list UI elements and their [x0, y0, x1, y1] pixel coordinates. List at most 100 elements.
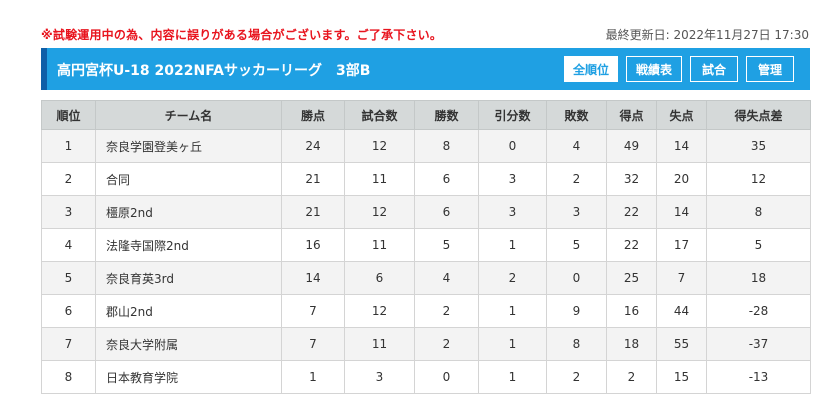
column-header-goal-difference: 得失点差	[706, 100, 811, 130]
column-header-draws: 引分数	[478, 100, 547, 130]
rank-cell: 1	[41, 129, 96, 163]
goal-difference-cell: 35	[706, 129, 811, 163]
column-header-losses: 敗数	[546, 100, 607, 130]
points-cell: 7	[281, 294, 345, 328]
losses-cell: 8	[546, 327, 607, 361]
standings-table: 順位 チーム名 勝点 試合数 勝数 引分数 敗数 得点 失点 得失点差 1 奈良学…	[41, 100, 811, 394]
league-title: 高円宮杯U-18 2022NFAサッカーリーグ 3部B	[57, 63, 371, 79]
goals-against-cell: 15	[656, 360, 707, 394]
team-name-cell: 橿原2nd	[95, 195, 282, 229]
goals-for-cell: 2	[606, 360, 657, 394]
goal-difference-cell: -37	[706, 327, 811, 361]
trial-notice: ※試験運用中の為、内容に誤りがある場合がございます。ご了承下さい。	[41, 28, 443, 42]
table-row: 1 奈良学園登美ヶ丘 24 12 8 0 4 49 14 35	[41, 129, 811, 163]
league-header: 高円宮杯U-18 2022NFAサッカーリーグ 3部B 全順位 戦績表 試合 管…	[41, 48, 810, 90]
goals-for-cell: 22	[606, 228, 657, 262]
points-cell: 1	[281, 360, 345, 394]
wins-cell: 5	[414, 228, 479, 262]
rank-cell: 8	[41, 360, 96, 394]
goals-for-cell: 22	[606, 195, 657, 229]
table-row: 4 法隆寺国際2nd 16 11 5 1 5 22 17 5	[41, 228, 811, 262]
points-cell: 16	[281, 228, 345, 262]
goals-for-cell: 18	[606, 327, 657, 361]
rank-cell: 6	[41, 294, 96, 328]
draws-cell: 2	[478, 261, 547, 295]
table-row: 5 奈良育英3rd 14 6 4 2 0 25 7 18	[41, 261, 811, 295]
losses-cell: 5	[546, 228, 607, 262]
wins-cell: 4	[414, 261, 479, 295]
table-row: 7 奈良大学附属 7 11 2 1 8 18 55 -37	[41, 327, 811, 361]
played-cell: 3	[344, 360, 415, 394]
nav-matches-button[interactable]: 試合	[690, 56, 738, 82]
column-header-goals-for: 得点	[606, 100, 657, 130]
team-name-cell: 奈良学園登美ヶ丘	[95, 129, 282, 163]
wins-cell: 8	[414, 129, 479, 163]
played-cell: 12	[344, 195, 415, 229]
team-name-cell: 奈良育英3rd	[95, 261, 282, 295]
played-cell: 11	[344, 327, 415, 361]
goals-for-cell: 16	[606, 294, 657, 328]
goal-difference-cell: 12	[706, 162, 811, 196]
team-name-cell: 合同	[95, 162, 282, 196]
goal-difference-cell: 5	[706, 228, 811, 262]
nav-admin-button[interactable]: 管理	[746, 56, 794, 82]
goals-against-cell: 14	[656, 195, 707, 229]
goals-for-cell: 49	[606, 129, 657, 163]
column-header-goals-against: 失点	[656, 100, 707, 130]
draws-cell: 1	[478, 360, 547, 394]
points-cell: 14	[281, 261, 345, 295]
losses-cell: 3	[546, 195, 607, 229]
goal-difference-cell: -28	[706, 294, 811, 328]
losses-cell: 4	[546, 129, 607, 163]
wins-cell: 6	[414, 195, 479, 229]
goals-against-cell: 17	[656, 228, 707, 262]
played-cell: 11	[344, 228, 415, 262]
goals-against-cell: 20	[656, 162, 707, 196]
table-row: 2 合同 21 11 6 3 2 32 20 12	[41, 162, 811, 196]
table-row: 8 日本教育学院 1 3 0 1 2 2 15 -13	[41, 360, 811, 394]
standings-body: 1 奈良学園登美ヶ丘 24 12 8 0 4 49 14 35 2 合同 21 11 6 3 2 32 20 12 3 橿…	[41, 129, 811, 394]
nav-results-table-button[interactable]: 戦績表	[626, 56, 682, 82]
draws-cell: 3	[478, 162, 547, 196]
team-name-cell: 郡山2nd	[95, 294, 282, 328]
column-header-team: チーム名	[95, 100, 282, 130]
goals-against-cell: 7	[656, 261, 707, 295]
rank-cell: 5	[41, 261, 96, 295]
table-row: 6 郡山2nd 7 12 2 1 9 16 44 -28	[41, 294, 811, 328]
draws-cell: 0	[478, 129, 547, 163]
played-cell: 12	[344, 294, 415, 328]
goal-difference-cell: 8	[706, 195, 811, 229]
team-name-cell: 奈良大学附属	[95, 327, 282, 361]
rank-cell: 2	[41, 162, 96, 196]
points-cell: 24	[281, 129, 345, 163]
rank-cell: 7	[41, 327, 96, 361]
column-header-played: 試合数	[344, 100, 415, 130]
goals-against-cell: 55	[656, 327, 707, 361]
goals-for-cell: 25	[606, 261, 657, 295]
losses-cell: 9	[546, 294, 607, 328]
goal-difference-cell: -13	[706, 360, 811, 394]
played-cell: 6	[344, 261, 415, 295]
losses-cell: 2	[546, 162, 607, 196]
wins-cell: 2	[414, 294, 479, 328]
league-nav: 全順位 戦績表 試合 管理	[564, 56, 794, 82]
wins-cell: 2	[414, 327, 479, 361]
points-cell: 21	[281, 162, 345, 196]
column-header-points: 勝点	[281, 100, 345, 130]
rank-cell: 4	[41, 228, 96, 262]
points-cell: 21	[281, 195, 345, 229]
draws-cell: 1	[478, 327, 547, 361]
nav-all-standings-button[interactable]: 全順位	[564, 56, 618, 82]
column-header-wins: 勝数	[414, 100, 479, 130]
rank-cell: 3	[41, 195, 96, 229]
losses-cell: 2	[546, 360, 607, 394]
table-header-row: 順位 チーム名 勝点 試合数 勝数 引分数 敗数 得点 失点 得失点差	[41, 100, 811, 130]
played-cell: 12	[344, 129, 415, 163]
played-cell: 11	[344, 162, 415, 196]
draws-cell: 1	[478, 294, 547, 328]
team-name-cell: 法隆寺国際2nd	[95, 228, 282, 262]
goal-difference-cell: 18	[706, 261, 811, 295]
column-header-rank: 順位	[41, 100, 96, 130]
draws-cell: 3	[478, 195, 547, 229]
table-row: 3 橿原2nd 21 12 6 3 3 22 14 8	[41, 195, 811, 229]
